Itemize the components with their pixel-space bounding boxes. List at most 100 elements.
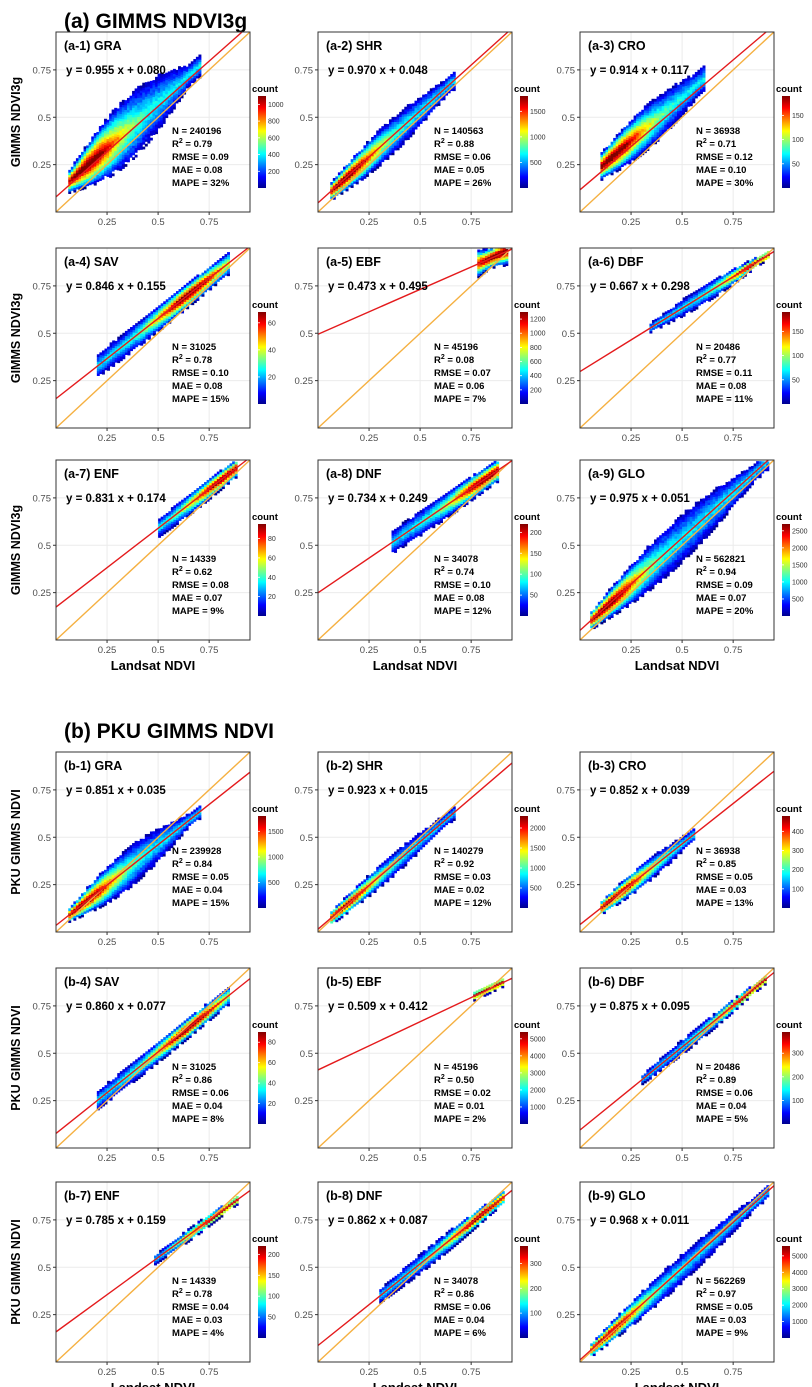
density-cell xyxy=(417,98,420,101)
density-cell xyxy=(99,371,102,374)
density-cell xyxy=(651,99,654,102)
density-cell xyxy=(491,470,494,473)
density-cell xyxy=(402,142,405,145)
density-cell xyxy=(194,291,197,294)
density-cell xyxy=(183,75,186,78)
density-cell xyxy=(132,122,135,125)
density-cell xyxy=(690,77,693,80)
density-cell xyxy=(109,156,112,159)
density-cell xyxy=(705,496,708,499)
density-cell xyxy=(713,511,716,514)
density-cell xyxy=(657,542,660,545)
density-cell xyxy=(651,546,654,549)
density-cell xyxy=(356,156,359,159)
density-cell xyxy=(468,482,471,485)
density-cell xyxy=(652,327,655,330)
section-title: (b) PKU GIMMS NDVI xyxy=(64,720,274,743)
density-cell xyxy=(708,502,711,505)
density-cell xyxy=(649,125,652,128)
density-cell xyxy=(623,602,626,605)
density-cell xyxy=(158,85,161,88)
density-cell xyxy=(700,82,703,85)
density-cell xyxy=(674,524,677,527)
density-cell xyxy=(674,97,677,100)
density-cell xyxy=(703,70,706,73)
x-tick-label: 0.25 xyxy=(360,433,379,444)
density-cell xyxy=(430,93,433,96)
density-cell xyxy=(119,123,122,126)
density-cell xyxy=(132,108,135,111)
density-cell xyxy=(135,131,138,134)
density-cell xyxy=(356,163,359,166)
colorbar-title: count xyxy=(252,512,279,523)
density-cell xyxy=(662,103,665,106)
density-cell xyxy=(611,173,614,176)
density-cell xyxy=(657,318,660,321)
density-cell xyxy=(667,110,670,113)
density-cell xyxy=(114,148,117,151)
density-cell xyxy=(422,97,425,100)
panel-a-3cro: 0.250.250.50.50.750.75(a-3) CROy = 0.914… xyxy=(557,32,804,228)
density-cell xyxy=(68,170,71,173)
density-cell xyxy=(394,119,397,122)
density-cell xyxy=(682,89,685,92)
density-cell xyxy=(486,471,489,474)
density-cell xyxy=(432,518,435,521)
density-cell xyxy=(194,492,197,495)
density-cell xyxy=(137,112,140,115)
density-cell xyxy=(186,283,189,286)
density-cell xyxy=(651,584,654,587)
density-cell xyxy=(606,159,609,162)
density-cell xyxy=(219,260,222,263)
density-cell xyxy=(697,518,700,521)
density-cell xyxy=(114,150,117,153)
density-cell xyxy=(485,265,488,268)
density-cell xyxy=(104,140,107,143)
density-cell xyxy=(649,560,652,563)
density-cell xyxy=(140,97,143,100)
density-cell xyxy=(646,588,649,591)
density-cell xyxy=(107,134,110,137)
density-cell xyxy=(397,114,400,117)
panel-title: (a-1) GRA xyxy=(64,39,122,53)
density-cell xyxy=(422,525,425,528)
density-cell xyxy=(593,619,596,622)
density-cell xyxy=(432,88,435,91)
density-cell xyxy=(654,127,657,130)
density-cell xyxy=(142,125,145,128)
density-cell xyxy=(115,341,118,344)
density-cell xyxy=(152,94,155,97)
density-cell xyxy=(690,298,693,301)
density-cell xyxy=(685,310,688,313)
density-cell xyxy=(503,262,506,265)
density-cell xyxy=(432,509,435,512)
density-cell xyxy=(683,297,686,300)
density-cell xyxy=(634,590,637,593)
stat-r2: R2 = 0.78 xyxy=(172,354,212,366)
density-cell xyxy=(409,524,412,527)
density-cell xyxy=(695,528,698,531)
density-cell xyxy=(122,164,125,167)
density-cell xyxy=(386,152,389,155)
density-cell xyxy=(657,537,660,540)
density-cell xyxy=(104,131,107,134)
density-cell xyxy=(183,87,186,90)
density-cell xyxy=(361,176,364,179)
density-cell xyxy=(114,146,117,149)
density-cell xyxy=(489,483,492,486)
density-cell xyxy=(202,496,205,499)
density-cell xyxy=(600,612,603,615)
density-cell xyxy=(677,526,680,529)
density-cell xyxy=(371,144,374,147)
density-cell xyxy=(672,114,675,117)
density-cell xyxy=(480,266,483,269)
density-cell xyxy=(119,154,122,157)
density-cell xyxy=(493,252,496,255)
density-cell xyxy=(674,95,677,98)
density-cell xyxy=(112,110,115,113)
density-cell xyxy=(613,166,616,169)
density-cell xyxy=(626,154,629,157)
density-cell xyxy=(232,461,235,464)
density-cell xyxy=(460,487,463,490)
colorbar-tick-label: 1500 xyxy=(530,109,546,116)
